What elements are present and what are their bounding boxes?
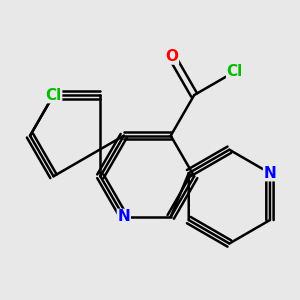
Text: N: N xyxy=(118,209,130,224)
Text: N: N xyxy=(264,166,276,181)
Text: Cl: Cl xyxy=(45,88,62,103)
Text: Cl: Cl xyxy=(227,64,243,79)
Text: O: O xyxy=(165,49,178,64)
